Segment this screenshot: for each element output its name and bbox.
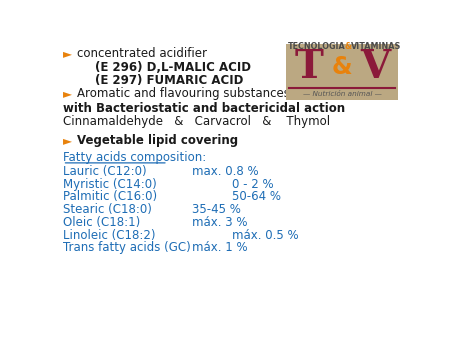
FancyBboxPatch shape	[287, 45, 398, 100]
Text: Myristic (C14:0): Myristic (C14:0)	[63, 178, 156, 191]
Text: Aromatic and flavouring substances:: Aromatic and flavouring substances:	[77, 88, 294, 100]
Text: — Nutrición animal —: — Nutrición animal —	[303, 91, 382, 97]
Text: Cinnamaldehyde   &   Carvacrol   &    Thymol: Cinnamaldehyde & Carvacrol & Thymol	[63, 115, 330, 128]
Text: Fatty acids composition:: Fatty acids composition:	[63, 151, 206, 164]
Text: Oleic (C18:1): Oleic (C18:1)	[63, 216, 140, 229]
Text: max. 0.8 %: max. 0.8 %	[192, 165, 259, 178]
Text: Linoleic (C18:2): Linoleic (C18:2)	[63, 229, 155, 242]
Text: &: &	[344, 42, 351, 51]
Text: (E 297) FUMARIC ACID: (E 297) FUMARIC ACID	[94, 74, 243, 87]
Text: 50-64 %: 50-64 %	[232, 191, 281, 203]
Text: (E 296) D,L-MALIC ACID: (E 296) D,L-MALIC ACID	[94, 61, 251, 74]
Text: Trans fatty acids (GC): Trans fatty acids (GC)	[63, 241, 190, 255]
Text: ►: ►	[63, 134, 72, 147]
Text: máx. 0.5 %: máx. 0.5 %	[232, 229, 299, 242]
Text: máx. 1 %: máx. 1 %	[192, 241, 248, 255]
Text: V: V	[360, 48, 391, 86]
Text: Palmitic (C16:0): Palmitic (C16:0)	[63, 191, 157, 203]
Text: VITAMINAS: VITAMINAS	[351, 42, 401, 51]
Text: Lauric (C12:0): Lauric (C12:0)	[63, 165, 146, 178]
Text: Vegetable lipid covering: Vegetable lipid covering	[77, 134, 238, 147]
Text: 35-45 %: 35-45 %	[192, 203, 241, 216]
Text: 0 - 2 %: 0 - 2 %	[232, 178, 274, 191]
Text: with Bacteriostatic and bactericidal action: with Bacteriostatic and bactericidal act…	[63, 102, 345, 115]
Text: concentrated acidifier: concentrated acidifier	[77, 47, 207, 60]
Text: máx. 3 %: máx. 3 %	[192, 216, 248, 229]
Text: T: T	[294, 48, 323, 86]
Text: TECNOLOGIA: TECNOLOGIA	[288, 42, 346, 51]
Text: ►: ►	[63, 88, 72, 100]
Text: ►: ►	[63, 47, 72, 60]
Text: Stearic (C18:0): Stearic (C18:0)	[63, 203, 151, 216]
Text: &: &	[332, 55, 352, 79]
